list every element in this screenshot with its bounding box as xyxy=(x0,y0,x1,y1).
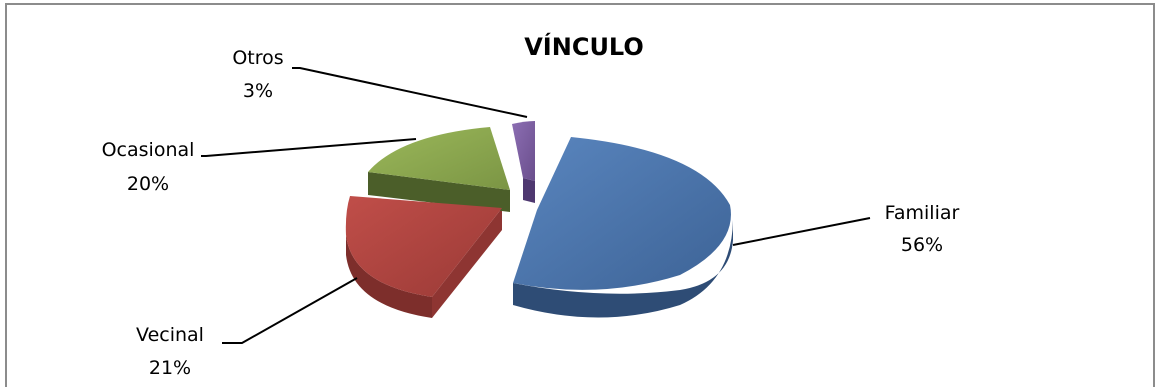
label-otros: Otros xyxy=(232,47,283,69)
value-ocasional: 20% xyxy=(127,173,169,195)
slice-side-ocasional xyxy=(368,172,510,212)
chart-title: VÍNCULO xyxy=(524,32,644,61)
slice-sides xyxy=(346,172,733,318)
label-vecinal: Vecinal xyxy=(136,324,204,346)
value-vecinal: 21% xyxy=(149,357,191,379)
value-familiar: 56% xyxy=(901,234,943,256)
leader-otros xyxy=(292,67,528,118)
leader-ocasional xyxy=(201,138,417,157)
label-ocasional: Ocasional xyxy=(102,139,195,161)
value-otros: 3% xyxy=(243,80,273,102)
slice-side-familiar xyxy=(513,220,733,318)
leader-vecinal xyxy=(222,277,358,344)
slice-ocasional xyxy=(368,127,510,190)
slice-familiar xyxy=(513,137,731,290)
slice-side-otros xyxy=(523,178,535,203)
slice-otros xyxy=(512,121,535,181)
chart-border xyxy=(5,3,1155,387)
slice-tops xyxy=(345,121,731,297)
label-familiar: Familiar xyxy=(885,202,960,224)
leader-familiar xyxy=(732,217,871,246)
slice-side-vecinal-cut xyxy=(432,208,502,318)
slice-labels: Familiar 56% Vecinal 21% Ocasional 20% O… xyxy=(102,47,960,379)
leader-lines xyxy=(201,67,871,344)
slice-side-vecinal xyxy=(346,235,432,318)
slice-vecinal xyxy=(345,196,502,297)
